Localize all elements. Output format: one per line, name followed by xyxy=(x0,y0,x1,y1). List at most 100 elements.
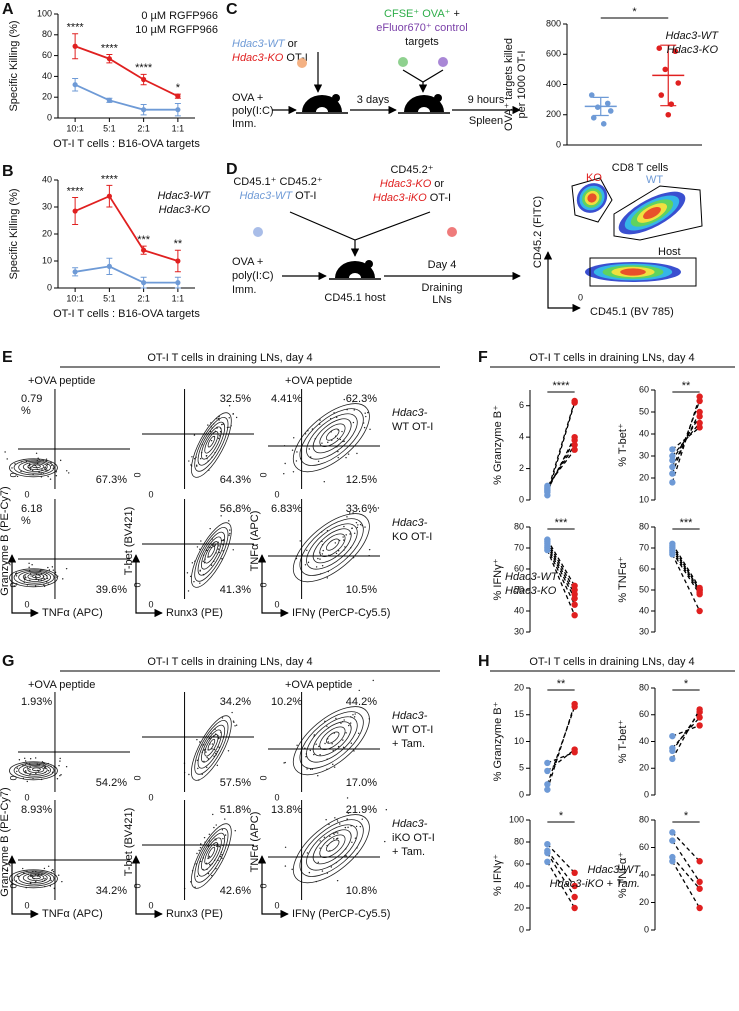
event-dot xyxy=(229,529,231,531)
pair-line xyxy=(672,724,700,737)
event-dot xyxy=(345,855,347,857)
contour xyxy=(194,527,229,582)
event-dot xyxy=(308,448,310,450)
event-dot xyxy=(189,575,192,578)
event-dot xyxy=(344,826,347,829)
event-dot xyxy=(319,558,321,560)
event-dot xyxy=(219,435,221,437)
event-dot xyxy=(224,834,227,836)
event-dot xyxy=(321,870,324,872)
contour xyxy=(194,417,229,472)
point xyxy=(696,419,703,427)
event-dot xyxy=(38,471,40,473)
point xyxy=(665,111,672,118)
event-dot xyxy=(214,544,216,546)
event-dot xyxy=(222,837,224,840)
y-tick-label: 0 xyxy=(519,789,524,799)
axis-arrow xyxy=(131,855,163,919)
cell-dot xyxy=(398,57,408,67)
event-dot xyxy=(199,582,201,584)
significance: * xyxy=(559,810,564,822)
event-dot xyxy=(16,767,18,769)
event-dot xyxy=(14,463,16,465)
event-dot xyxy=(336,879,339,882)
event-dot xyxy=(61,880,63,883)
x-axis-label: TNFα (APC) xyxy=(42,607,103,619)
point xyxy=(571,749,578,756)
row-label: Hdac3- xyxy=(392,407,428,419)
density-blob xyxy=(587,193,597,203)
contour xyxy=(32,875,41,880)
event-dot xyxy=(293,437,295,439)
text-part: Hdac3-WT xyxy=(232,38,286,50)
event-dot xyxy=(321,553,324,555)
event-dot xyxy=(328,823,330,826)
y-tick-label: 60 xyxy=(639,842,649,852)
event-dot xyxy=(364,412,366,414)
event-dot xyxy=(6,458,8,460)
point xyxy=(571,904,578,912)
zero-label: 0 xyxy=(24,489,29,499)
contour xyxy=(194,720,229,775)
y-tick-label: 80 xyxy=(639,814,649,824)
event-dot xyxy=(283,762,285,764)
y-tick-label: 20 xyxy=(639,763,649,773)
event-dot xyxy=(232,413,234,415)
event-dot xyxy=(343,398,345,401)
event-dot xyxy=(22,867,24,870)
zero-label: 0 xyxy=(24,792,29,802)
event-dot xyxy=(358,689,360,692)
pair-line xyxy=(671,422,701,457)
cell-dot xyxy=(438,57,448,67)
event-dot xyxy=(18,759,21,761)
contour xyxy=(190,412,232,478)
panel-letter: E xyxy=(2,349,13,366)
event-dot xyxy=(291,868,293,871)
event-dot xyxy=(292,471,295,473)
event-dot xyxy=(59,760,61,762)
event-dot xyxy=(227,750,230,752)
condition-label: +OVA peptide xyxy=(28,679,95,691)
event-dot xyxy=(221,558,223,560)
event-dot xyxy=(66,470,68,472)
label: Imm. xyxy=(232,118,256,130)
point xyxy=(544,759,551,767)
event-dot xyxy=(313,753,315,756)
event-dot xyxy=(355,521,358,524)
event-dot xyxy=(323,481,325,483)
y-axis-label: Specific Killing (%) xyxy=(8,20,20,111)
contour xyxy=(312,721,352,757)
contour xyxy=(204,842,219,865)
contour xyxy=(9,458,58,478)
point xyxy=(607,108,614,114)
point xyxy=(544,781,551,788)
event-dot xyxy=(15,575,18,577)
point xyxy=(72,208,78,214)
point xyxy=(571,437,578,444)
text-part: CD45.1⁺ CD45.2⁺ xyxy=(233,176,322,188)
point xyxy=(669,744,676,752)
point xyxy=(696,858,703,865)
text-part: OT-I xyxy=(427,192,451,204)
axis-arrow xyxy=(543,251,581,313)
gate xyxy=(613,185,703,241)
x-axis-label: Runx3 (PE) xyxy=(166,908,223,920)
contour xyxy=(201,536,222,570)
mouse-icon xyxy=(404,95,444,112)
event-dot xyxy=(345,456,347,459)
point xyxy=(669,858,676,865)
text-part: CD45.2⁺ xyxy=(390,164,433,176)
event-dot xyxy=(365,415,367,418)
event-dot xyxy=(344,546,346,548)
y-axis-label: % T-bet⁺ xyxy=(617,423,629,467)
point xyxy=(656,45,663,51)
cell-dot xyxy=(253,227,263,237)
event-dot xyxy=(228,534,230,536)
y-tick-label: 10 xyxy=(514,736,524,746)
event-dot xyxy=(330,866,333,868)
condition-label: +OVA peptide xyxy=(285,375,352,387)
event-dot xyxy=(345,534,347,536)
event-dot xyxy=(355,825,358,828)
x-tick-label: 5:1 xyxy=(103,293,116,303)
event-dot xyxy=(188,773,190,776)
